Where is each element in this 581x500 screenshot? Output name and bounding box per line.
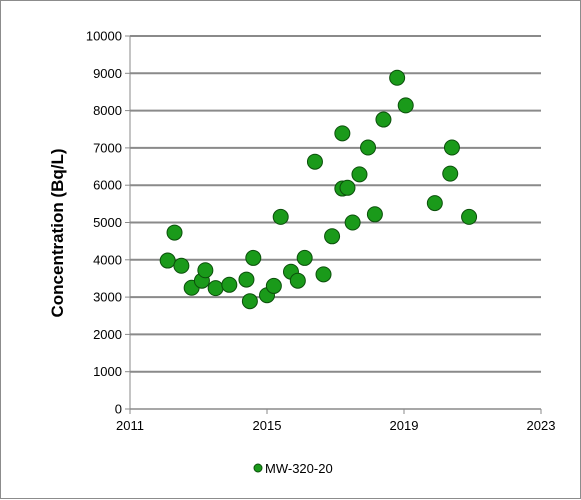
data-point <box>324 228 341 245</box>
y-tick-label: 4000 <box>93 252 122 267</box>
data-point <box>366 206 383 223</box>
y-tick-label: 7000 <box>93 140 122 155</box>
data-point <box>197 262 214 279</box>
y-tick-label: 8000 <box>93 103 122 118</box>
axes <box>129 36 542 414</box>
data-point <box>289 272 306 289</box>
y-tick-label: 6000 <box>93 178 122 193</box>
data-point <box>461 208 478 225</box>
y-tick-label: 5000 <box>93 215 122 230</box>
data-point <box>389 69 406 86</box>
data-point <box>272 208 289 225</box>
data-point <box>241 293 258 310</box>
y-tick-labels: 0 1000 2000 3000 4000 5000 6000 7000 8000 9000 100… <box>86 29 122 417</box>
data-point <box>397 97 414 114</box>
y-axis-title: Concentration (Bq/L) <box>48 148 67 317</box>
x-tick-label: 2019 <box>390 418 419 433</box>
data-point <box>351 166 368 183</box>
gridlines <box>125 35 541 410</box>
data-point <box>426 195 443 212</box>
data-points <box>159 69 478 310</box>
data-point <box>334 125 351 142</box>
x-tick-label: 2015 <box>253 418 282 433</box>
data-point <box>173 257 190 274</box>
data-point <box>443 139 460 156</box>
data-point <box>315 266 332 283</box>
legend-marker <box>253 463 263 473</box>
data-point <box>442 165 459 182</box>
legend-label-mw-320-20: MW-320-20 <box>265 461 333 476</box>
data-point <box>245 249 262 266</box>
data-point <box>339 179 356 196</box>
data-point <box>344 214 361 231</box>
y-tick-label: 1000 <box>93 364 122 379</box>
data-point <box>207 280 224 297</box>
data-point <box>375 111 392 128</box>
x-tick-labels: 2011 2015 2019 2023 <box>116 418 555 433</box>
data-point <box>166 224 183 241</box>
y-tick-label: 3000 <box>93 290 122 305</box>
data-point <box>360 139 377 156</box>
data-point <box>265 277 282 294</box>
x-tick-label: 2011 <box>116 418 144 433</box>
y-tick-label: 2000 <box>93 327 122 342</box>
y-tick-label: 10000 <box>86 29 122 44</box>
data-point <box>221 276 238 293</box>
y-tick-label: 0 <box>115 402 122 417</box>
data-point <box>159 252 176 269</box>
x-tick-label: 2023 <box>527 418 556 433</box>
data-point <box>296 249 313 266</box>
data-point <box>238 271 255 288</box>
legend: MW-320-20 <box>253 461 333 476</box>
data-point <box>306 153 323 170</box>
y-tick-label: 9000 <box>93 66 122 81</box>
